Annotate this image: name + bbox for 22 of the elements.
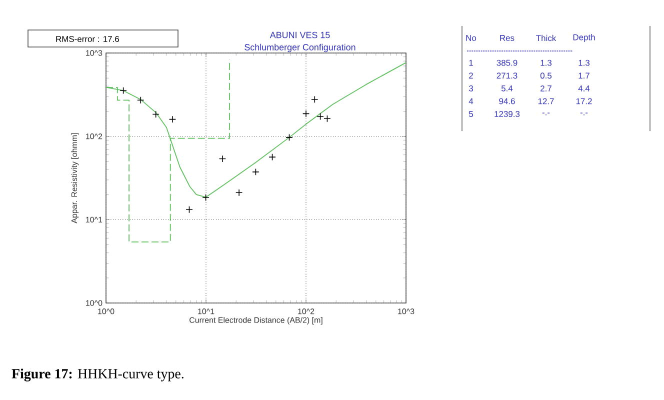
text: 2 271.3 0.5 1.7 — [469, 72, 590, 79]
point — [286, 134, 293, 142]
text: Figure 17: HHKH-curve type. — [12, 368, 184, 382]
point — [218, 155, 226, 162]
point — [152, 110, 160, 118]
text: No Res Thick Depth — [466, 34, 595, 42]
chart-subtitle: Schlumberger Configuration — [244, 44, 356, 52]
point — [120, 86, 127, 94]
text: 1 385.9 1.3 1.3 — [469, 60, 590, 66]
text: 3 5.4 2.7 4.4 — [468, 85, 590, 92]
point — [268, 153, 276, 161]
point — [235, 189, 243, 196]
text: 5 1239.3 -.- -.- — [468, 111, 588, 117]
point — [186, 206, 193, 214]
point — [168, 116, 176, 123]
point — [202, 194, 210, 202]
text: 4 94.6 12.7 17.2 — [468, 98, 592, 104]
point — [137, 96, 144, 104]
point — [252, 168, 260, 176]
point — [302, 110, 310, 118]
chart-title: ABUNI VES 15 — [270, 32, 330, 38]
text: RMS-error : 17.6 — [56, 36, 119, 42]
